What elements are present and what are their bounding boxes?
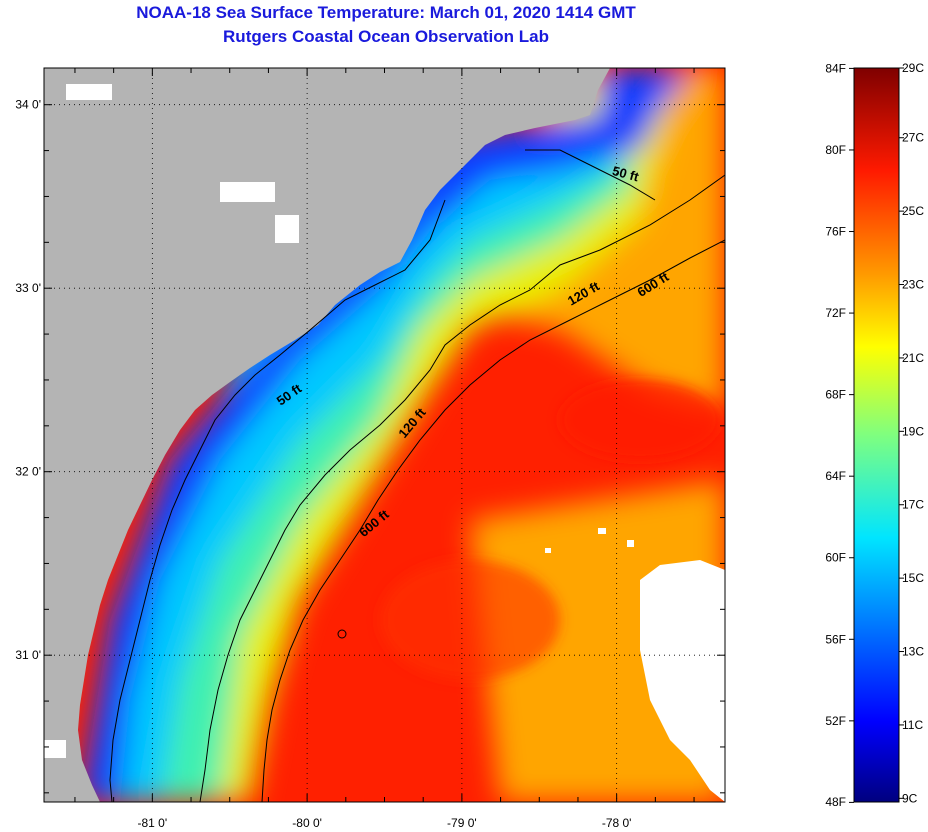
cloud-cover [44,84,725,802]
colorbar-c-label-6: 17C [902,498,924,512]
lat-label-3: 31 0' [15,648,41,662]
colorbar-f-label-1: 80F [825,143,846,157]
colorbar-f-label-7: 56F [825,632,846,646]
contour-label-0: 50 ft [611,163,641,185]
colorbar-c-label-8: 13C [902,645,924,659]
colorbar-f-label-9: 48F [825,795,846,809]
colorbar-gradient [853,67,900,803]
colorbar-c-label-7: 15C [902,571,924,585]
colorbar-f-label-5: 64F [825,469,846,483]
lat-label-0: 34 0' [15,98,41,112]
lon-label-1: -80 0' [292,816,322,830]
colorbar-f-label-3: 72F [825,306,846,320]
lon-label-2: -79 0' [447,816,477,830]
colorbar-celsius-labels: 29C 27C 25C 23C 21C 19C 17C 15C 13C 11C 9C [899,61,924,805]
bathymetry-contours [109,149,725,802]
lon-label-0: -81 0' [138,816,168,830]
lat-label-1: 33 0' [15,281,41,295]
colorbar-c-label-1: 27C [902,131,924,145]
lat-label-2: 32 0' [15,465,41,479]
colorbar-c-label-0: 29C [902,61,924,75]
latitude-labels: 34 0' 33 0' 32 0' 31 0' [15,98,41,663]
colorbar-c-label-5: 19C [902,424,924,438]
contour-50ft-north [525,149,656,201]
colorbar-fahrenheit-labels: 84F 80F 76F 72F 68F 64F 60F 56F 52F 48F [825,61,854,809]
map-subtitle: Rutgers Coastal Ocean Observation Lab [223,27,549,46]
map-title: NOAA-18 Sea Surface Temperature: March 0… [136,3,636,22]
land-mass [44,68,610,802]
longitude-labels: -81 0' -80 0' -79 0' -78 0' [138,816,632,830]
colorbar-c-label-4: 21C [902,351,924,365]
colorbar-c-label-9: 11C [902,718,923,732]
colorbar-c-label-3: 23C [902,278,924,292]
graticule [44,68,725,802]
lon-label-3: -78 0' [602,816,632,830]
contour-50ft-south [109,199,446,802]
colorbar-c-label-2: 25C [902,204,924,218]
map-ticks [44,68,725,802]
colorbar-f-label-0: 84F [825,61,846,75]
colorbar-f-label-2: 76F [825,225,846,239]
colorbar: 84F 80F 76F 72F 68F 64F 60F 56F 52F 48F 29C 27C 25C… [825,61,924,809]
contour-600ft [261,239,725,802]
colorbar-f-label-6: 60F [825,551,846,565]
colorbar-f-label-4: 68F [825,388,846,402]
colorbar-f-label-8: 52F [825,714,846,728]
colorbar-c-label-10: 9C [902,791,918,805]
contour-120ft [199,174,725,802]
